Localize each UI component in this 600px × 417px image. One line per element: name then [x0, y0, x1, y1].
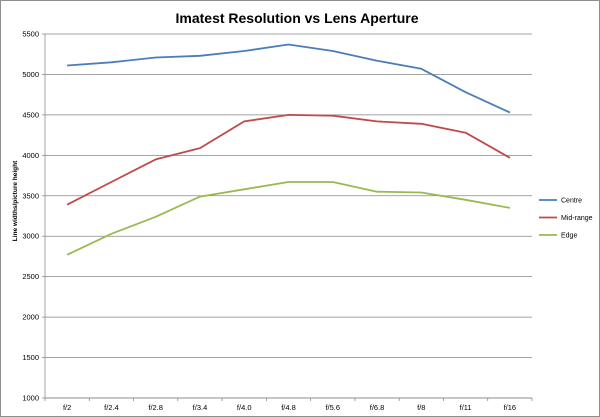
y-tick-label: 1500: [22, 353, 39, 362]
y-tick-label: 2000: [22, 313, 39, 322]
y-tick-label: 5000: [22, 70, 39, 79]
x-tick-label: f/5.6: [325, 403, 340, 412]
series-line-edge: [66, 181, 511, 256]
gridlines: [42, 33, 532, 399]
y-axis-label: Line widths/picture height: [12, 160, 19, 241]
y-tick-label: 3000: [22, 232, 39, 241]
y-tick-label: 4500: [22, 110, 39, 119]
x-tick-label: f/4.8: [281, 403, 296, 412]
x-tick-label: f/11: [460, 403, 472, 412]
x-tick-label: f/6.8: [370, 403, 385, 412]
x-tick-labels: f/2 f/2.4 f/2.8 f/3.4 f/4.0 f/4.8 f/5.6 f/6.8 f/…: [63, 403, 516, 412]
legend-label: Centre: [561, 198, 582, 205]
chart-title: Imatest Resolution vs Lens Aperture: [176, 10, 419, 26]
series-lines: [66, 43, 511, 256]
x-tick-label: f/8: [417, 403, 425, 412]
x-tick-label: f/2.4: [104, 403, 119, 412]
y-tick-label: 5500: [22, 30, 39, 39]
y-tick-label: 3500: [22, 191, 39, 200]
x-tick-label: f/2: [63, 403, 71, 412]
legend-label: Edge: [561, 233, 577, 240]
y-tick-labels: 1000 1500 2000 2500 3000 3500 4000 4500 5000 5500: [22, 30, 39, 403]
x-tick-label: f/4.0: [237, 403, 252, 412]
series-line-mid-range: [66, 114, 511, 206]
y-tick-label: 2500: [22, 272, 39, 281]
y-tick-label: 4000: [22, 151, 39, 160]
y-tick-label: 1000: [22, 394, 39, 403]
series-line-centre: [67, 43, 511, 114]
x-tick-label: f/16: [504, 403, 517, 412]
legend: Centre Mid-range Edge: [539, 198, 593, 240]
x-tick-label: f/3.4: [193, 403, 208, 412]
axes: [44, 34, 533, 401]
legend-label: Mid-range: [561, 215, 593, 222]
x-tick-label: f/2.8: [148, 403, 163, 412]
